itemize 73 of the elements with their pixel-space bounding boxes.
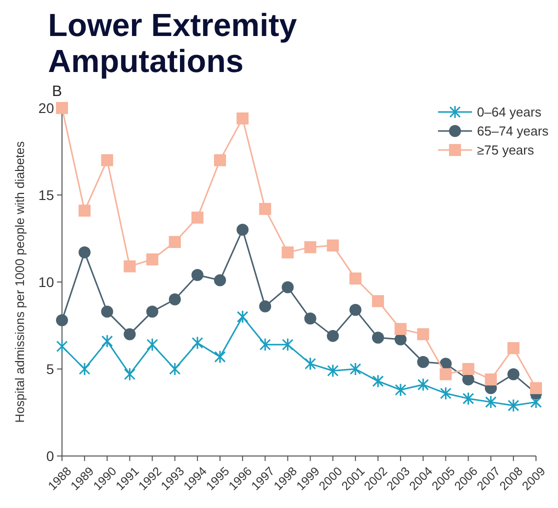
point bbox=[304, 312, 316, 325]
point bbox=[394, 322, 407, 335]
point bbox=[349, 272, 362, 285]
point bbox=[484, 373, 497, 386]
point bbox=[146, 253, 158, 266]
point bbox=[259, 300, 272, 312]
point bbox=[78, 246, 91, 258]
point bbox=[236, 310, 248, 324]
y-axis-title: Hospital admissions per 1000 people with diabetes bbox=[13, 141, 27, 423]
point bbox=[56, 340, 68, 354]
point bbox=[124, 367, 136, 381]
point bbox=[394, 383, 406, 397]
point bbox=[124, 260, 136, 272]
point bbox=[168, 293, 181, 306]
legend-label: ≥75 years bbox=[477, 142, 534, 158]
point bbox=[485, 395, 497, 409]
point bbox=[440, 386, 452, 400]
point bbox=[326, 330, 339, 342]
point bbox=[530, 382, 542, 394]
point bbox=[214, 274, 226, 286]
point bbox=[372, 295, 384, 308]
point bbox=[191, 212, 204, 224]
point bbox=[101, 154, 114, 166]
legend-label: 65–74 years bbox=[477, 124, 550, 139]
y-tick-label: 5 bbox=[46, 360, 54, 377]
point bbox=[146, 338, 158, 352]
y-tick-label: 0 bbox=[46, 448, 54, 464]
point bbox=[282, 338, 294, 352]
point bbox=[304, 357, 316, 371]
point bbox=[78, 204, 91, 217]
point bbox=[304, 241, 316, 254]
point bbox=[259, 202, 272, 215]
point bbox=[168, 236, 181, 248]
point bbox=[214, 350, 226, 364]
legend-label: 0–64 years bbox=[477, 104, 542, 120]
point bbox=[169, 362, 181, 376]
point bbox=[350, 362, 362, 376]
point bbox=[349, 304, 362, 316]
point bbox=[124, 328, 136, 340]
point bbox=[417, 328, 430, 340]
point bbox=[372, 374, 384, 388]
point bbox=[282, 246, 294, 258]
point bbox=[417, 378, 429, 392]
point bbox=[507, 342, 520, 354]
point bbox=[236, 224, 249, 236]
point bbox=[282, 281, 294, 294]
text: B bbox=[52, 83, 62, 100]
point bbox=[462, 363, 474, 375]
point bbox=[326, 239, 339, 252]
point bbox=[507, 368, 520, 380]
point bbox=[508, 398, 520, 412]
point bbox=[214, 154, 226, 166]
chart-title: Lower Extremity Amputations bbox=[48, 7, 298, 79]
point bbox=[530, 395, 542, 409]
point bbox=[146, 306, 158, 318]
point bbox=[101, 334, 113, 348]
point bbox=[56, 314, 68, 326]
point bbox=[440, 368, 452, 380]
point bbox=[417, 356, 430, 368]
point bbox=[372, 332, 384, 344]
y-tick-label: 20 bbox=[38, 100, 54, 116]
point bbox=[101, 306, 114, 318]
point bbox=[394, 333, 407, 346]
point bbox=[192, 336, 204, 350]
point bbox=[236, 112, 249, 124]
point bbox=[462, 392, 474, 406]
point bbox=[78, 362, 90, 376]
point bbox=[259, 338, 271, 352]
point bbox=[56, 102, 68, 114]
y-tick-label: 15 bbox=[38, 186, 54, 203]
y-tick-label: 10 bbox=[38, 274, 54, 290]
point bbox=[327, 364, 339, 378]
point bbox=[191, 269, 204, 282]
